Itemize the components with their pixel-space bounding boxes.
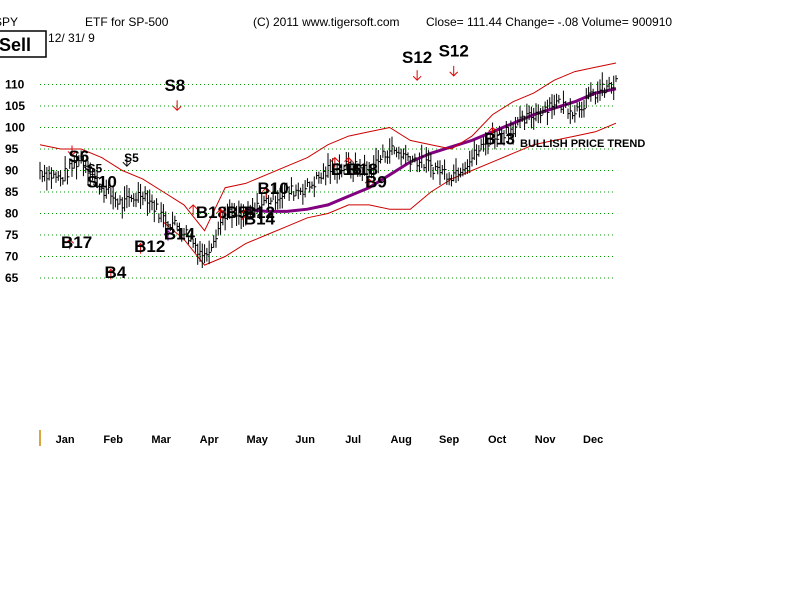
signal-label: B17 — [61, 233, 92, 252]
x-tick-label: Jan — [56, 434, 75, 446]
signal-label: B14 — [244, 209, 276, 228]
signal-label: B18 — [196, 203, 227, 222]
series-line-ma — [245, 87, 617, 213]
signal-arrow-head — [83, 166, 93, 172]
signal-arrow-head — [449, 71, 459, 77]
signal-arrow-head — [67, 151, 77, 157]
price-bars-layer — [39, 72, 618, 268]
signal-label: B9 — [365, 173, 387, 192]
x-tick-label: Apr — [200, 434, 220, 446]
x-tick-label: Mar — [151, 434, 171, 446]
x-tick-label: Feb — [103, 434, 123, 446]
y-tick-label: 85 — [5, 185, 19, 199]
signal-arrow-head — [241, 214, 251, 221]
signal-arrow-head — [122, 161, 132, 167]
signal-label: S6 — [68, 147, 89, 166]
signal-arrow-head — [136, 242, 145, 248]
y-tick-label: 110 — [5, 78, 25, 92]
signal-label: B10 — [258, 179, 289, 198]
annotations-layer: BULLISH PRICE TREND — [520, 138, 645, 150]
trend-annotation: BULLISH PRICE TREND — [520, 138, 645, 150]
signal-arrow-head — [330, 156, 340, 162]
y-tick-label: 75 — [5, 228, 19, 242]
x-axis-ticks: Jan Feb Mar Apr May Jun Jul Aug Sep Oct Nov Dec — [56, 434, 604, 446]
series-line-upper_band — [39, 62, 617, 232]
signal-arrow-head — [344, 156, 353, 162]
y-axis-ticks: 65 70 75 80 85 90 95 100 105 110 — [5, 78, 25, 286]
y-tick-label: 100 — [5, 121, 25, 135]
signal-arrow-head — [412, 75, 422, 81]
signal-label: B13 — [484, 130, 515, 149]
y-tick-label: 95 — [5, 142, 19, 156]
series-line-lower_band — [163, 122, 617, 266]
signal-label: S12 — [439, 42, 469, 61]
signal-arrow-head — [216, 208, 225, 214]
signal-label: S12 — [402, 48, 432, 67]
signal-label: B12 — [244, 203, 275, 222]
signal-label: B14 — [164, 224, 196, 243]
signal-arrow-head — [172, 105, 182, 112]
signal-label: S5 — [124, 151, 139, 165]
close-label: Close= 111.44 Change= -.08 Volume= 90091… — [426, 15, 672, 29]
x-tick-label: Dec — [583, 434, 603, 446]
signal-label: S8 — [164, 76, 185, 95]
signal-arrow-head — [241, 208, 251, 214]
ticker-label: SPY — [0, 15, 18, 29]
signal-arrow-head — [106, 268, 116, 274]
status-label: Sell — [0, 35, 31, 55]
y-tick-label: 90 — [5, 164, 19, 178]
signal-label: B16 — [331, 160, 362, 179]
x-tick-label: Nov — [535, 434, 557, 446]
signal-label: B12 — [134, 237, 165, 256]
x-tick-label: Jun — [295, 434, 315, 446]
y-tick-label: 65 — [5, 271, 19, 285]
x-tick-label: Aug — [390, 434, 411, 446]
x-tick-label: May — [246, 434, 268, 446]
signal-label: B5 — [226, 203, 248, 222]
fund-label: ETF for SP-500 — [85, 15, 169, 29]
y-tick-label: 80 — [5, 207, 19, 221]
x-tick-label: Jul — [345, 434, 361, 446]
x-tick-label: Sep — [439, 434, 459, 446]
signal-label: S5 — [88, 162, 103, 176]
signal-arrow-head — [364, 178, 374, 184]
signal-arrow-head — [65, 238, 75, 244]
x-tick-label: Oct — [488, 434, 507, 446]
signal-arrow-head — [92, 183, 102, 189]
signal-arrow-head — [261, 186, 271, 193]
signal-arrow-head — [163, 229, 173, 236]
signal-arrow-head — [488, 126, 497, 132]
signal-label: B4 — [105, 263, 127, 282]
signal-label: S10 — [87, 173, 117, 192]
signal-label: B18 — [347, 160, 378, 179]
copyright-label: (C) 2011 www.tigersoft.com — [253, 15, 400, 29]
status-box — [0, 30, 47, 58]
y-tick-label: 105 — [5, 99, 25, 113]
signal-arrow-head — [188, 204, 198, 210]
y-tick-label: 70 — [5, 250, 19, 264]
